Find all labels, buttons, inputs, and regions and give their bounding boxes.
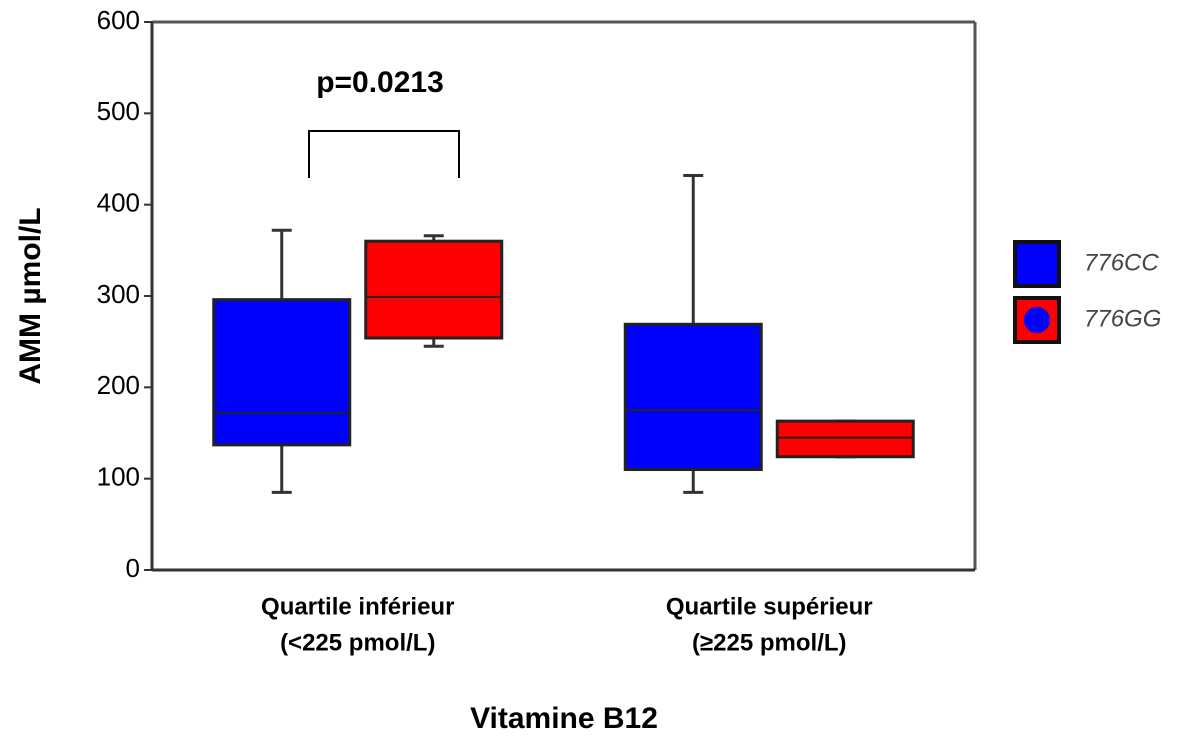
- legend-label: 776GG: [1084, 305, 1161, 332]
- y-tick-label: 100: [97, 462, 140, 492]
- annotation: p=0.0213: [316, 66, 444, 99]
- legend-label: 776CC: [1084, 249, 1159, 276]
- box: [623, 322, 763, 472]
- legend-swatch: [1013, 240, 1061, 288]
- box: [775, 419, 915, 459]
- box: [212, 298, 352, 447]
- legend-marker: [1024, 307, 1050, 333]
- x-axis-title: Vitamine B12: [470, 702, 658, 735]
- y-tick-label: 600: [97, 5, 140, 35]
- x-tick-label: (≥225 pmol/L): [692, 629, 847, 656]
- y-tick-label: 300: [97, 279, 140, 309]
- x-tick-label: Quartile supérieur: [666, 593, 873, 620]
- significance-bracket: [308, 130, 460, 178]
- x-tick-label: (<225 pmol/L): [280, 629, 435, 656]
- box: [364, 239, 504, 340]
- y-tick-label: 500: [97, 96, 140, 126]
- y-axis-title: AMM µmol/L: [14, 207, 47, 384]
- y-tick-label: 400: [97, 188, 140, 218]
- y-tick-label: 0: [126, 553, 140, 583]
- x-tick-label: Quartile inférieur: [261, 593, 454, 620]
- y-tick-label: 200: [97, 370, 140, 400]
